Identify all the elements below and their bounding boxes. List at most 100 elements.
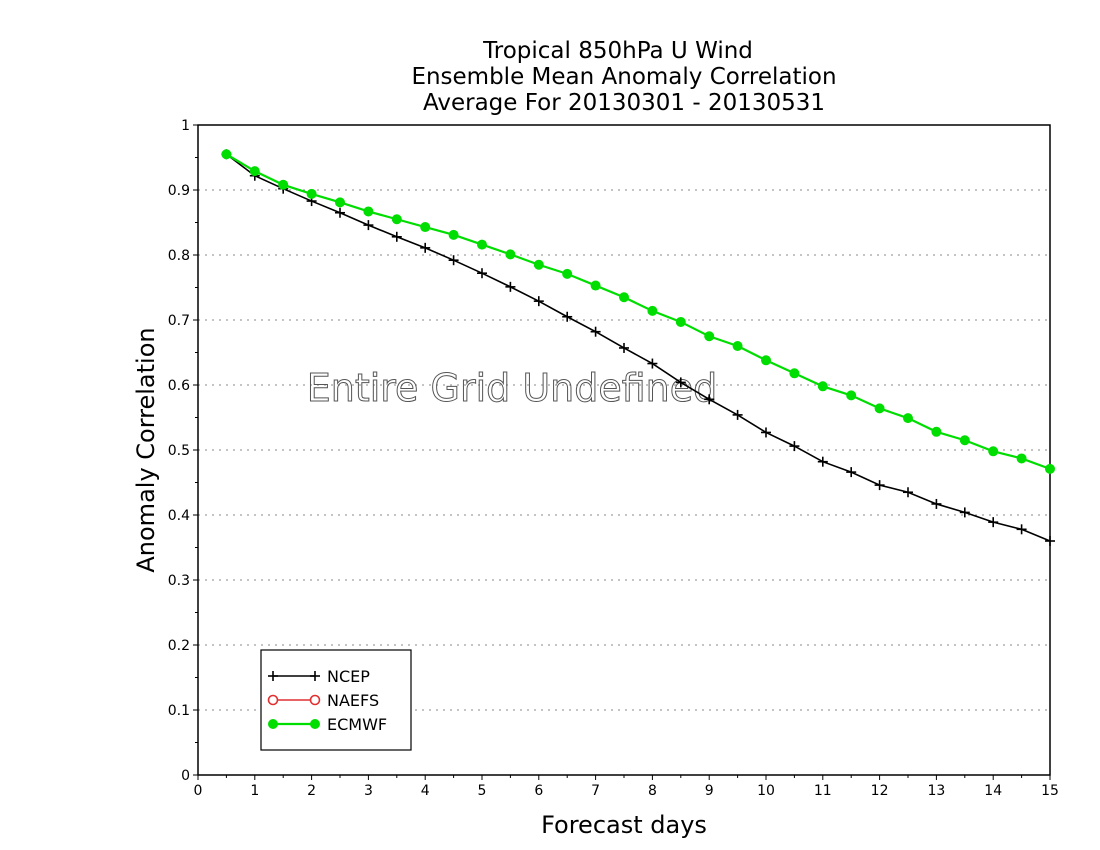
legend-label: NCEP <box>327 667 370 686</box>
ncep-point <box>533 296 544 307</box>
x-tick-label: 14 <box>984 783 1002 799</box>
ecmwf-point <box>619 292 629 303</box>
y-tick-label: 1 <box>181 118 190 134</box>
ncep-point <box>761 427 771 438</box>
ncep-point <box>903 487 913 498</box>
y-tick-label: 0.1 <box>168 703 190 719</box>
chart-title: Tropical 850hPa U Wind Ensemble Mean Ano… <box>411 38 836 116</box>
ecmwf-point <box>817 381 828 392</box>
legend-marker <box>310 719 320 729</box>
ncep-point <box>448 255 459 266</box>
x-axis-label: Forecast days <box>541 811 707 839</box>
x-tick-label: 1 <box>250 783 259 799</box>
x-tick-label: 3 <box>364 783 373 799</box>
y-axis-label: Anomaly Correlation <box>132 327 160 572</box>
ncep-point <box>959 507 970 518</box>
ecmwf-point <box>420 222 431 233</box>
title-line-2: Ensemble Mean Anomaly Correlation <box>411 64 836 90</box>
ncep-point <box>1016 524 1027 535</box>
y-tick-label: 0.6 <box>168 378 190 394</box>
ncep-point <box>874 480 885 491</box>
x-tick-label: 5 <box>478 783 487 799</box>
legend-marker <box>267 694 279 706</box>
x-tick-label: 9 <box>705 783 714 799</box>
ecmwf-point <box>704 331 715 342</box>
ncep-point <box>363 220 374 231</box>
y-tick-label: 0.2 <box>168 638 190 654</box>
ncep-point <box>704 394 715 405</box>
ecmwf-point <box>1045 463 1055 474</box>
legend-label: ECMWF <box>327 715 387 734</box>
ecmwf-point <box>675 316 686 327</box>
legend-item-ncep: NCEP <box>268 667 370 686</box>
ecmwf-point <box>1016 453 1027 464</box>
ecmwf-point <box>278 179 289 190</box>
ncep-point <box>1045 536 1055 546</box>
ncep-point <box>335 207 345 218</box>
ecmwf-point <box>647 305 658 316</box>
ncep-point <box>562 311 573 322</box>
ncep-point <box>931 498 942 509</box>
x-tick-label: 6 <box>534 783 543 799</box>
ecmwf-point <box>306 188 317 199</box>
x-tick-label: 12 <box>871 783 889 799</box>
ecmwf-point <box>335 197 345 208</box>
y-tick-label: 0 <box>181 768 190 784</box>
legend-marker <box>268 719 278 729</box>
ncep-point <box>817 456 828 467</box>
y-tick-label: 0.4 <box>168 508 190 524</box>
ecmwf-point <box>477 239 487 250</box>
ncep-point <box>846 467 857 478</box>
x-axis: 0 1 2 3 4 5 6 7 8 9 10 11 12 13 14 15 <box>194 775 1059 799</box>
ecmwf-point <box>789 368 800 379</box>
legend-marker <box>268 671 278 681</box>
x-tick-label: 7 <box>591 783 600 799</box>
legend-label: NAEFS <box>327 691 379 710</box>
grid-lines <box>198 189 1050 711</box>
y-tick-label: 0.8 <box>168 248 190 264</box>
ncep-point <box>789 441 800 452</box>
x-tick-label: 13 <box>927 783 945 799</box>
ecmwf-point <box>931 426 942 437</box>
ecmwf-point <box>874 403 885 414</box>
y-tick-label: 0.9 <box>168 183 190 199</box>
legend-item-ecmwf: ECMWF <box>268 715 387 734</box>
legend: NCEP NAEFS ECMWF <box>260 649 412 751</box>
title-line-3: Average For 20130301 - 20130531 <box>423 90 825 116</box>
legend-marker <box>310 671 320 681</box>
ecmwf-point <box>562 268 573 279</box>
ncep-line <box>225 153 1051 542</box>
ecmwf-line <box>225 153 1051 470</box>
series-ecmwf <box>221 149 1055 474</box>
legend-marker <box>309 694 321 706</box>
ecmwf-point <box>846 390 857 401</box>
ecmwf-point <box>505 249 516 260</box>
ecmwf-point <box>391 214 402 225</box>
ncep-point <box>988 517 999 528</box>
x-tick-label: 10 <box>757 783 775 799</box>
y-tick-label: 0.5 <box>168 443 190 459</box>
ecmwf-point <box>761 355 771 366</box>
ecmwf-point <box>533 259 544 270</box>
ecmwf-point <box>448 229 459 240</box>
ecmwf-point <box>363 206 374 217</box>
x-tick-label: 4 <box>421 783 430 799</box>
series-ncep <box>221 149 1055 546</box>
ecmwf-point <box>221 149 232 160</box>
undefined-grid-annotation: Entire Grid Undefined <box>307 366 718 410</box>
ncep-point <box>590 326 601 337</box>
ecmwf-point <box>732 341 743 351</box>
y-axis: 0 0.1 0.2 0.3 0.4 0.5 0.6 0.7 0.8 0.9 1 <box>168 118 198 784</box>
legend-item-naefs: NAEFS <box>267 691 379 710</box>
ncep-point <box>619 342 629 353</box>
y-tick-label: 0.3 <box>168 573 190 589</box>
ecmwf-point <box>988 446 999 457</box>
ncep-point <box>732 409 743 420</box>
x-tick-label: 15 <box>1041 783 1059 799</box>
ecmwf-point <box>249 166 260 177</box>
ncep-point <box>477 268 487 279</box>
x-tick-label: 8 <box>648 783 657 799</box>
ecmwf-point <box>903 413 913 424</box>
series-layer <box>221 149 1055 546</box>
